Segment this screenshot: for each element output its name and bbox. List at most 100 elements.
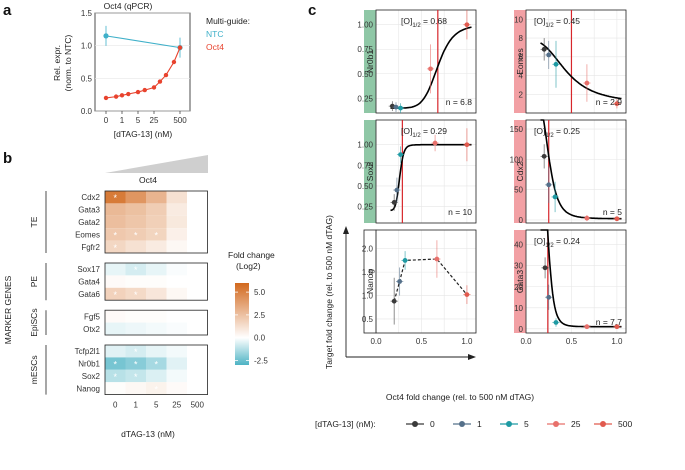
panel-a-point-oct4 bbox=[113, 94, 119, 99]
heatmap-cell bbox=[125, 345, 146, 358]
panel-a-ytick-label: 0.0 bbox=[81, 107, 93, 116]
data-point bbox=[542, 265, 548, 271]
subplot-ytick-label: 1.00 bbox=[357, 21, 373, 30]
heatmap-cell bbox=[187, 240, 208, 253]
subplot-ytick-label: 10 bbox=[514, 304, 523, 313]
heatmap-cell bbox=[125, 215, 146, 229]
heatmap-cell bbox=[187, 345, 208, 358]
subplot-ytick-label: 150 bbox=[510, 125, 524, 134]
heatmap-cell bbox=[125, 310, 146, 323]
subplot-ytick-label: 10 bbox=[514, 15, 523, 24]
colorbar-tick-label: 5.0 bbox=[254, 288, 266, 297]
heatmap-cell bbox=[166, 322, 187, 335]
legend-label: 5 bbox=[524, 419, 529, 429]
heatmap-cell bbox=[105, 310, 126, 323]
half-max-subscript: 1/2 bbox=[412, 133, 421, 139]
panel-letter-a: a bbox=[3, 2, 12, 19]
subplot-xtick-label: 0.0 bbox=[520, 337, 532, 346]
heatmap-row-label: Fgf5 bbox=[84, 312, 101, 321]
data-point bbox=[614, 216, 620, 222]
panel-b-x-ticks: 0 1 5 25 500 bbox=[113, 401, 204, 410]
colorbar-tick-label: 0.0 bbox=[254, 334, 266, 343]
heatmap-row-label: Eomes bbox=[75, 230, 100, 239]
half-max-value: = 0.29 bbox=[421, 126, 448, 136]
data-point bbox=[553, 320, 559, 325]
data-point bbox=[584, 324, 590, 330]
strip-label: Cdx2 bbox=[515, 161, 525, 181]
heatmap-group-episcs: Fgf5 Otx2 EpiSCs bbox=[29, 308, 208, 337]
subplot-eomes: Eomes 2 4 6 8 10 [O]1/2 = 0.45 n = 2.9 bbox=[514, 9, 627, 114]
subplot-ytick-label: 0.50 bbox=[357, 70, 373, 79]
hill-coefficient-label: n = 2.9 bbox=[596, 97, 623, 107]
fit-curve bbox=[540, 229, 622, 328]
data-point bbox=[464, 22, 470, 28]
subplot-xtick-label: 0.5 bbox=[416, 337, 428, 346]
panel-a-xtick-label: 5 bbox=[136, 116, 141, 125]
heatmap-significance-star: * bbox=[134, 265, 138, 275]
subplot-ytick-label: 40 bbox=[514, 241, 523, 250]
legend-marker bbox=[600, 421, 606, 427]
heatmap-row-label: Gata2 bbox=[78, 218, 100, 227]
heatmap-cell bbox=[125, 369, 146, 383]
heatmap-significance-star: * bbox=[134, 360, 138, 370]
panel-a-ylabel-line1: Rel. expr. bbox=[52, 45, 62, 81]
heatmap-cell bbox=[105, 345, 126, 358]
heatmap-row-label: Tcfp2l1 bbox=[75, 347, 101, 356]
strip-sox2 bbox=[364, 120, 376, 223]
panel-letter-b: b bbox=[3, 150, 12, 167]
panel-a-series bbox=[103, 25, 183, 101]
subplot-nanog: Nanog 0.5 1.0 1.5 2.0 0.0 0.5 1.0 bbox=[362, 229, 477, 346]
data-point bbox=[393, 104, 399, 110]
subplot-ytick-label: 0.50 bbox=[357, 182, 373, 191]
panel-a-title: Oct4 (qPCR) bbox=[104, 1, 153, 11]
subplot-ytick-label: 2.0 bbox=[362, 245, 374, 254]
heatmap-cell bbox=[187, 263, 208, 276]
subplot-frame bbox=[375, 9, 477, 114]
panel-a-legend-title: Multi-guide: bbox=[206, 16, 250, 26]
legend-marker bbox=[506, 421, 512, 427]
heatmap-row-label: Gata3 bbox=[78, 206, 100, 215]
strip-label: Nanog bbox=[365, 269, 375, 294]
panel-a-point-oct4 bbox=[135, 89, 141, 95]
half-max-subscript: 1/2 bbox=[545, 243, 554, 249]
heatmap-cell bbox=[125, 287, 146, 301]
heatmap-group-frame bbox=[104, 262, 208, 301]
heatmap-cell bbox=[187, 275, 208, 288]
data-point bbox=[434, 256, 440, 262]
heatmap-cell bbox=[125, 322, 146, 335]
heatmap-cell bbox=[187, 215, 208, 229]
data-point bbox=[584, 215, 590, 221]
half-max-subscript: 1/2 bbox=[412, 23, 421, 29]
heatmap-col-label: 500 bbox=[191, 401, 205, 410]
data-point bbox=[553, 61, 559, 67]
subplot-ytick-label: 0 bbox=[519, 325, 524, 334]
heatmap-cell bbox=[166, 345, 187, 358]
heatmap-group-frame bbox=[104, 344, 208, 395]
heatmap-cell bbox=[166, 203, 187, 216]
heatmap-significance-star: * bbox=[113, 360, 117, 370]
heatmap-cell bbox=[166, 215, 187, 229]
subplot-gata3: Gata3 0 10 20 30 40 [O]1/2 = 0.24 n = 7.7 0.0 0.5… bbox=[514, 229, 627, 346]
data-point bbox=[402, 258, 408, 263]
data-point bbox=[584, 80, 590, 86]
legend-label: 25 bbox=[571, 419, 581, 429]
panel-c-legend: 0 1 5 25 500 bbox=[406, 419, 632, 429]
data-point bbox=[546, 52, 552, 58]
strip-cdx2 bbox=[514, 120, 526, 223]
panel-c-ylabel: Target fold change (rel. to 500 nM dTAG) bbox=[324, 215, 334, 369]
heatmap-cell bbox=[166, 357, 187, 370]
heatmap-cell bbox=[166, 240, 187, 253]
data-point bbox=[541, 153, 547, 159]
heatmap-cell bbox=[166, 263, 187, 276]
panel-b-groups: * Cdx2 Gata3 Gata2 * * * Eomes * Fgfr2 TE * Sox17 Gat… bbox=[29, 190, 208, 395]
data-point bbox=[394, 187, 400, 193]
subplot-frame bbox=[375, 119, 477, 224]
heatmap-significance-star: * bbox=[113, 230, 117, 240]
hill-coefficient-label: n = 6.8 bbox=[446, 97, 473, 107]
heatmap-cell bbox=[105, 228, 126, 241]
strip-label: Nr0b1 bbox=[365, 50, 375, 73]
heatmap-row-label: Cdx2 bbox=[81, 193, 100, 202]
heatmap-significance-star: * bbox=[134, 347, 138, 357]
subplot-ytick-label: 8 bbox=[519, 34, 524, 43]
